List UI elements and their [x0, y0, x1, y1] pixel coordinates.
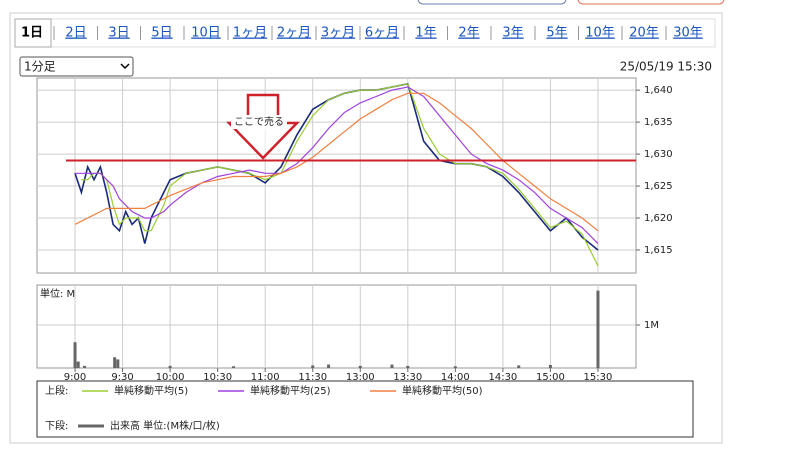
volume-bar: [548, 364, 552, 368]
legend-label: 単純移動平均(25): [250, 384, 331, 397]
label-bg: [231, 115, 287, 129]
tab[interactable]: 10日: [191, 26, 221, 41]
tab[interactable]: 5日: [151, 26, 172, 41]
series-line: [81, 83, 599, 267]
x-tick-label: 10:00: [156, 372, 185, 383]
x-tick-label: 10:30: [203, 372, 232, 383]
price-plot: [36, 77, 637, 274]
tab-selected-box: [14, 18, 52, 48]
volume-bar: [327, 364, 331, 368]
tab[interactable]: 3日: [108, 26, 129, 41]
tabs: 1日 2日 3日 5日 10日 1ヶ月 2ヶ月 3ヶ月 6ヶ月 1年 2年 3年 5年 10年 20年 30年: [14, 18, 703, 48]
unit-label: 単位: M: [40, 287, 75, 300]
x-tick-label: 13:00: [346, 372, 375, 383]
annotation-arrow: ここで売る: [226, 93, 300, 160]
volume-bar: [231, 366, 235, 368]
legend: [36, 380, 694, 438]
volume-chart: 1M 9:00 9:30 10:00 10:30 11:00 11:30 13:00 13:30…: [37, 285, 659, 383]
volume-bar: [73, 342, 77, 368]
volume-bar: [390, 364, 394, 368]
y-tick-label: 1,620: [644, 213, 673, 224]
y-tick-label: 1,615: [644, 245, 673, 256]
tab[interactable]: 5年: [546, 26, 567, 41]
y-tick-label: 1,630: [644, 149, 673, 160]
x-tick-label: 9:30: [111, 372, 133, 383]
tab[interactable]: 2日: [65, 26, 86, 41]
y-tick-label: 1,640: [644, 85, 673, 96]
legend-upper: 上段:: [45, 384, 68, 397]
volume-bar: [358, 365, 362, 368]
volume-bar: [406, 365, 410, 368]
tab[interactable]: 3ヶ月: [321, 26, 355, 41]
legend-label: 単純移動平均(50): [402, 384, 483, 397]
tab[interactable]: 2年: [458, 26, 479, 41]
volume-bar: [116, 359, 120, 368]
select-chevron: [120, 63, 130, 70]
price-chart: 1,615 1,620 1,625 1,630 1,635 1,640: [37, 78, 673, 273]
tab[interactable]: 1ヶ月: [233, 26, 267, 41]
x-tick-label: 11:30: [298, 372, 327, 383]
legend-label: 出来高 単位:(M株/口/枚): [110, 419, 220, 432]
tab[interactable]: 10年: [585, 26, 615, 41]
x-tick-label: 9:00: [64, 372, 86, 383]
volume-bar: [76, 361, 80, 368]
tab[interactable]: 1日: [21, 26, 43, 41]
y-tick-label: 1,635: [644, 117, 673, 128]
x-tick-label: 13:30: [393, 372, 422, 383]
y-tick-label: 1M: [644, 320, 659, 331]
x-tick-label: 14:30: [488, 372, 517, 383]
volume-bar: [113, 357, 117, 368]
y-tick-label: 1,625: [644, 181, 673, 192]
volume-bar: [596, 290, 600, 368]
datetime: 25/05/19 15:30: [620, 60, 712, 74]
x-tick-label: 11:00: [251, 372, 280, 383]
x-tick-label: 15:00: [536, 372, 565, 383]
tab-bar: [14, 18, 716, 48]
button-edge: [417, 0, 567, 5]
tab[interactable]: 20年: [629, 26, 659, 41]
interval-select[interactable]: [19, 56, 134, 77]
volume-bar: [311, 365, 315, 368]
interval-label[interactable]: 1分足: [24, 60, 56, 74]
tab[interactable]: 1年: [415, 26, 436, 41]
tab[interactable]: 3年: [502, 26, 523, 41]
tab[interactable]: 30年: [673, 26, 703, 41]
x-tick-label: 15:30: [584, 372, 613, 383]
series-line: [74, 92, 599, 232]
button-edge: [577, 0, 725, 5]
legend-lower: 下段:: [45, 419, 68, 432]
tab[interactable]: 6ヶ月: [365, 26, 399, 41]
legend-label: 単純移動平均(5): [114, 384, 188, 397]
tab[interactable]: 2ヶ月: [277, 26, 311, 41]
annotation: ここで売る: [234, 115, 284, 128]
volume-bar: [453, 366, 457, 368]
volume-bar: [168, 365, 172, 368]
volume-bar: [517, 365, 521, 368]
legend-items: 単純移動平均(5) 単純移動平均(25) 単純移動平均(50) 出来高 単位:(M株/…: [78, 384, 483, 432]
x-tick-label: 14:00: [441, 372, 470, 383]
volume-bar: [83, 365, 87, 368]
series-line: [75, 86, 599, 245]
volume-plot: [36, 284, 637, 369]
